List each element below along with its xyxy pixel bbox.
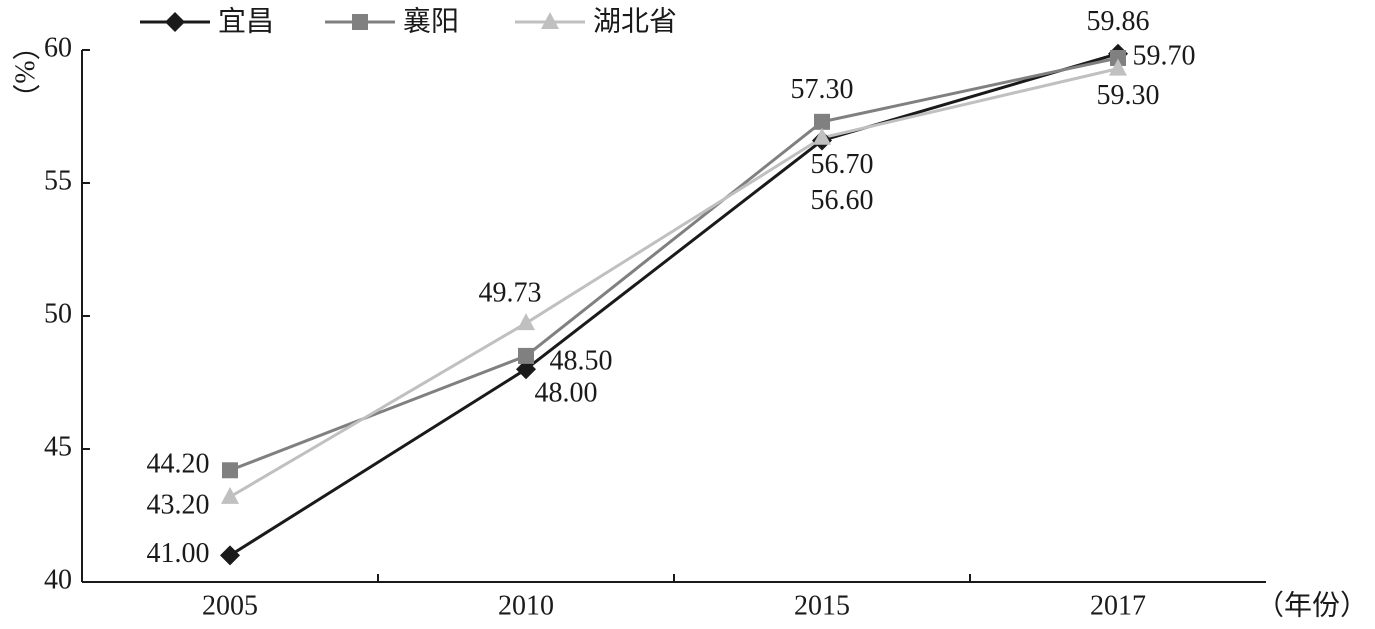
y-tick-label: 45	[44, 431, 72, 462]
x-axis-label: （年份）	[1256, 589, 1368, 621]
marker	[220, 545, 240, 566]
y-tick-label: 50	[44, 298, 72, 329]
marker	[814, 113, 830, 130]
marker	[165, 12, 185, 32]
marker	[1110, 49, 1126, 66]
marker	[541, 12, 559, 29]
series-line	[229, 56, 1119, 472]
x-tick-label: 2015	[794, 590, 850, 621]
data-label: 56.70	[811, 149, 874, 180]
x-tick-label: 2017	[1090, 590, 1146, 621]
marker	[222, 462, 238, 479]
data-label: 48.00	[535, 378, 598, 409]
data-label: 59.70	[1133, 40, 1196, 71]
marker	[516, 359, 536, 380]
x-tick-label: 2010	[498, 590, 554, 621]
data-label: 56.60	[811, 185, 874, 216]
marker	[352, 14, 368, 30]
data-label: 43.20	[147, 489, 210, 520]
y-tick-label: 40	[44, 564, 72, 595]
data-label: 59.30	[1097, 80, 1160, 111]
y-tick-label: 60	[44, 32, 72, 63]
data-label: 57.30	[791, 74, 854, 105]
data-label: 49.73	[479, 278, 542, 309]
legend-label: 宜昌	[218, 5, 274, 37]
series-line	[229, 67, 1119, 499]
data-label: 41.00	[147, 538, 210, 569]
y-axis-label: （%）	[9, 32, 41, 111]
data-label: 44.20	[147, 449, 210, 480]
legend-label: 襄阳	[403, 5, 459, 37]
marker	[518, 347, 534, 364]
y-tick-label: 55	[44, 165, 72, 196]
data-label: 59.86	[1087, 6, 1150, 37]
marker	[813, 127, 831, 145]
marker	[1109, 58, 1127, 76]
marker	[517, 313, 535, 331]
x-tick-label: 2005	[202, 590, 258, 621]
series-line	[229, 52, 1119, 557]
data-label: 48.50	[550, 345, 613, 376]
legend-label: 湖北省	[593, 5, 677, 37]
marker	[221, 486, 239, 504]
